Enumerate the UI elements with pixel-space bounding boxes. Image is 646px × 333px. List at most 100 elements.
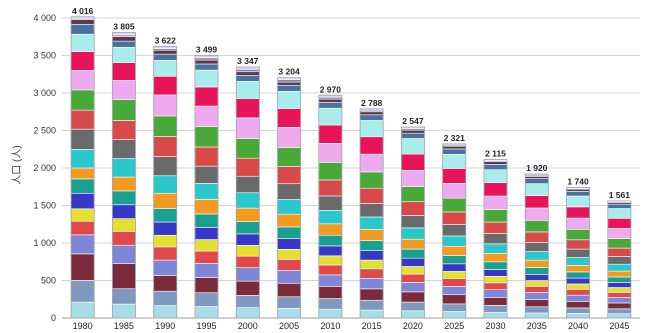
x-tick-label: 2030 bbox=[485, 321, 505, 331]
bar-segment bbox=[153, 275, 178, 292]
bar-segment bbox=[194, 213, 219, 228]
bar-segment bbox=[194, 199, 219, 215]
bar-segment bbox=[524, 292, 549, 300]
y-tick-label: 2 500 bbox=[33, 126, 56, 136]
bar-segment bbox=[194, 126, 219, 148]
bar-1990 bbox=[153, 45, 178, 319]
x-axis-labels: 1980 1985 1990 1995 2000 2005 2010 2015 2020 2025… bbox=[73, 321, 630, 331]
bar-segment bbox=[483, 311, 508, 319]
bar-segment bbox=[70, 51, 95, 71]
bar-segment bbox=[566, 313, 590, 319]
bar-segment bbox=[318, 98, 343, 103]
bar-segment bbox=[442, 235, 467, 247]
bar-segment bbox=[524, 183, 549, 196]
bar-segment bbox=[277, 127, 301, 148]
bar-segment bbox=[359, 187, 384, 204]
bar-segment bbox=[442, 271, 467, 279]
bar-total-label: 3 805 bbox=[113, 22, 135, 32]
bar-segment bbox=[277, 199, 301, 215]
bar-segment bbox=[70, 208, 95, 222]
x-tick-label: 2035 bbox=[527, 321, 547, 331]
bar-segment bbox=[70, 178, 95, 194]
bar-segment bbox=[70, 24, 95, 35]
x-tick-label: 2010 bbox=[320, 321, 340, 331]
bar-segment bbox=[607, 208, 632, 219]
bar-outline bbox=[483, 158, 508, 319]
bar-segment bbox=[483, 233, 508, 245]
bar-segment bbox=[566, 283, 590, 290]
bar-outline bbox=[359, 108, 384, 319]
y-tick-label: 4 000 bbox=[33, 13, 56, 23]
bar-segment bbox=[442, 145, 467, 150]
bar-segment bbox=[153, 192, 178, 209]
bar-2040 bbox=[566, 187, 591, 319]
bar-segment bbox=[566, 248, 590, 258]
bar-segment bbox=[194, 306, 219, 319]
bar-segment bbox=[566, 217, 590, 230]
bar-segment bbox=[401, 215, 425, 229]
bar-segment bbox=[483, 161, 508, 165]
bar-segment bbox=[524, 231, 549, 243]
bar-segment bbox=[70, 192, 95, 210]
bar-segment bbox=[483, 269, 508, 277]
bar-total-label: 1 561 bbox=[609, 190, 631, 200]
bar-total-label: 3 499 bbox=[196, 45, 218, 55]
bar-segment bbox=[524, 280, 549, 287]
bar-segment bbox=[607, 270, 632, 278]
bar-segment bbox=[235, 175, 260, 194]
bar-segment bbox=[607, 302, 632, 310]
bar-segment bbox=[194, 227, 219, 240]
bar-segment bbox=[153, 156, 178, 177]
x-tick-label: 2045 bbox=[609, 321, 629, 331]
bar-outline bbox=[277, 77, 302, 319]
bar-segment bbox=[153, 60, 178, 77]
bar-segment bbox=[359, 288, 384, 301]
bar-segment bbox=[194, 146, 219, 167]
bar-2045 bbox=[607, 200, 632, 319]
bar-segment bbox=[401, 266, 425, 275]
bar-segment bbox=[524, 207, 549, 221]
bar-segment bbox=[277, 147, 301, 167]
bar-segment bbox=[607, 228, 632, 239]
bar-segment bbox=[483, 221, 508, 234]
bar-segment bbox=[194, 57, 219, 61]
bar-segment bbox=[566, 271, 590, 279]
bar-segment bbox=[318, 298, 343, 310]
bar-segment bbox=[607, 263, 632, 272]
bar-total-label: 2 115 bbox=[485, 148, 506, 158]
bar-segment bbox=[153, 49, 178, 55]
bar-2030 bbox=[483, 158, 508, 319]
bar-segment bbox=[153, 75, 178, 96]
bar-segment bbox=[194, 59, 219, 65]
bar-segment bbox=[607, 218, 632, 229]
bar-segment bbox=[318, 195, 343, 211]
bar-segment bbox=[277, 249, 301, 260]
bar-segment bbox=[70, 280, 95, 303]
bar-segment bbox=[235, 255, 260, 268]
bar-segment bbox=[235, 207, 260, 222]
bar-segment bbox=[359, 240, 384, 251]
bar-segment bbox=[153, 221, 178, 236]
y-axis-ticks: 0 500 1 000 1 500 2 000 2 500 3 000 3 500 4 000 bbox=[33, 13, 56, 323]
bar-segment bbox=[524, 251, 549, 261]
bar-segment bbox=[483, 243, 508, 254]
total-labels-layer: 4 016 3 805 3 622 3 499 3 347 3 204 2 970 2 788… bbox=[72, 6, 630, 200]
bar-segment bbox=[235, 68, 260, 73]
bar-segment bbox=[566, 191, 590, 197]
bar-segment bbox=[566, 206, 590, 219]
bar-outline bbox=[111, 32, 136, 319]
bar-segment bbox=[235, 81, 260, 99]
grid-layer bbox=[62, 17, 640, 319]
bar-total-label: 2 970 bbox=[320, 84, 342, 94]
bar-segment bbox=[359, 259, 384, 270]
bar-total-label: 3 204 bbox=[278, 67, 300, 77]
bar-segment bbox=[318, 210, 343, 225]
x-tick-label: 2025 bbox=[444, 321, 464, 331]
bar-outline bbox=[235, 66, 260, 319]
bar-segment bbox=[277, 270, 301, 284]
bar-segment bbox=[112, 158, 136, 178]
bar-segment bbox=[318, 264, 343, 276]
bar-segment bbox=[277, 91, 301, 109]
bar-outline bbox=[153, 45, 178, 319]
